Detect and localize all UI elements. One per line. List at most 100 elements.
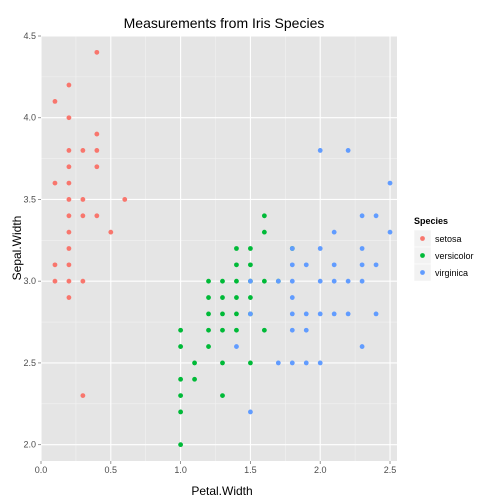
data-point-virginica xyxy=(359,246,365,251)
data-point-virginica xyxy=(317,148,323,153)
data-point-virginica xyxy=(373,213,379,219)
data-point-setosa xyxy=(80,197,86,202)
data-point-setosa xyxy=(52,180,58,186)
data-point-versicolor xyxy=(206,278,211,284)
data-point-virginica xyxy=(331,311,337,317)
data-point-versicolor xyxy=(178,442,184,448)
data-point-versicolor xyxy=(178,409,184,415)
x-tick-label: 0.0 xyxy=(35,465,48,475)
data-point-virginica xyxy=(303,311,309,317)
data-point-versicolor xyxy=(248,360,253,366)
data-point-setosa xyxy=(80,278,86,284)
data-point-virginica xyxy=(317,246,323,251)
data-point-virginica xyxy=(359,213,365,219)
legend-item-setosa: setosa xyxy=(413,229,462,248)
data-point-virginica xyxy=(248,278,253,284)
data-point-versicolor xyxy=(248,246,253,251)
data-point-setosa xyxy=(66,295,72,300)
x-tick-label: 1.5 xyxy=(244,465,257,475)
data-point-versicolor xyxy=(234,278,239,284)
x-tick-label: 1.0 xyxy=(174,465,187,475)
data-point-setosa xyxy=(122,197,128,202)
legend-item-virginica: virginica xyxy=(413,263,468,282)
x-tick-label: 2.5 xyxy=(384,465,397,475)
y-tick-label: 4.5 xyxy=(23,31,36,41)
data-point-versicolor xyxy=(234,295,239,300)
data-points xyxy=(52,49,393,448)
data-point-setosa xyxy=(52,262,58,268)
x-tick-label: 0.5 xyxy=(105,465,118,475)
data-point-versicolor xyxy=(178,327,184,333)
legend: Species setosa versicolor virginica xyxy=(413,216,474,282)
data-point-virginica xyxy=(317,278,323,284)
data-point-virginica xyxy=(345,311,351,317)
legend-key-point xyxy=(420,253,425,258)
data-point-versicolor xyxy=(206,344,211,349)
data-point-versicolor xyxy=(234,246,239,251)
y-tick-label: 2.0 xyxy=(23,440,36,450)
data-point-setosa xyxy=(66,180,72,186)
data-point-setosa xyxy=(66,148,72,153)
data-point-setosa xyxy=(52,278,58,284)
y-tick-label: 2.5 xyxy=(23,358,36,368)
series-virginica xyxy=(234,148,393,415)
data-point-versicolor xyxy=(234,327,239,333)
data-point-virginica xyxy=(248,409,253,415)
data-point-setosa xyxy=(80,393,86,399)
y-axis-title: Sepal.Width xyxy=(10,216,24,281)
data-point-virginica xyxy=(303,360,309,366)
data-point-setosa xyxy=(66,213,72,219)
data-point-virginica xyxy=(331,229,337,235)
data-point-virginica xyxy=(387,229,393,235)
legend-item-versicolor: versicolor xyxy=(413,246,474,265)
data-point-versicolor xyxy=(206,327,211,333)
data-point-virginica xyxy=(289,360,295,366)
data-point-setosa xyxy=(94,213,100,219)
data-point-setosa xyxy=(108,229,114,235)
data-point-setosa xyxy=(94,49,100,55)
data-point-versicolor xyxy=(220,393,225,399)
data-point-virginica xyxy=(317,360,323,366)
legend-key-point xyxy=(420,270,425,275)
data-point-versicolor xyxy=(261,229,267,235)
data-point-versicolor xyxy=(234,311,239,317)
data-point-virginica xyxy=(331,262,337,268)
data-point-versicolor xyxy=(261,278,267,284)
data-point-virginica xyxy=(345,278,351,284)
y-axis-ticks: 2.0 2.5 3.0 3.5 4.0 4.5 xyxy=(23,31,41,450)
data-point-virginica xyxy=(234,344,239,349)
data-point-versicolor xyxy=(220,311,225,317)
data-point-virginica xyxy=(289,246,295,251)
data-point-virginica xyxy=(317,311,323,317)
data-point-virginica xyxy=(275,360,281,366)
plot-panel xyxy=(41,36,397,461)
data-point-versicolor xyxy=(178,376,184,382)
x-tick-label: 2.0 xyxy=(314,465,327,475)
data-point-setosa xyxy=(66,246,72,251)
data-point-virginica xyxy=(331,278,337,284)
data-point-setosa xyxy=(66,115,72,121)
data-point-versicolor xyxy=(220,327,225,333)
data-point-setosa xyxy=(80,148,86,153)
legend-key-point xyxy=(420,236,425,241)
data-point-virginica xyxy=(289,311,295,317)
x-axis-ticks: 0.0 0.5 1.0 1.5 2.0 2.5 xyxy=(35,461,397,475)
data-point-virginica xyxy=(303,262,309,268)
legend-title: Species xyxy=(414,216,448,226)
data-point-virginica xyxy=(303,327,309,333)
data-point-setosa xyxy=(80,213,86,219)
data-point-versicolor xyxy=(192,376,197,382)
data-point-setosa xyxy=(94,164,100,170)
legend-label: setosa xyxy=(435,234,462,244)
data-point-versicolor xyxy=(192,360,197,366)
series-setosa xyxy=(52,49,128,399)
data-point-versicolor xyxy=(248,262,253,268)
data-point-virginica xyxy=(359,262,365,268)
y-tick-label: 4.0 xyxy=(23,113,36,123)
data-point-virginica xyxy=(373,262,379,268)
data-point-versicolor xyxy=(178,344,184,349)
legend-label: versicolor xyxy=(435,251,474,261)
data-point-setosa xyxy=(66,262,72,268)
data-point-virginica xyxy=(289,262,295,268)
